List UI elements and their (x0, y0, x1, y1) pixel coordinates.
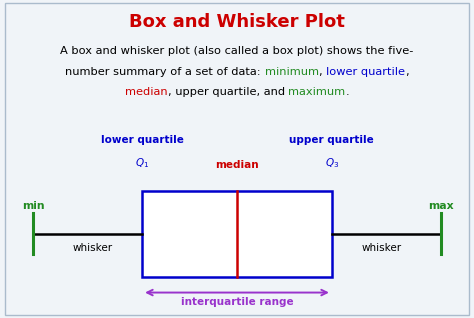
Text: .: . (346, 87, 349, 97)
Text: lower quartile: lower quartile (101, 135, 183, 145)
Text: whisker: whisker (362, 243, 401, 253)
Text: maximum: maximum (288, 87, 346, 97)
Text: lower quartile: lower quartile (326, 67, 405, 77)
Text: Box and Whisker Plot: Box and Whisker Plot (129, 13, 345, 31)
Text: minimum: minimum (264, 67, 319, 77)
Text: min: min (22, 202, 45, 211)
Text: ,: , (405, 67, 409, 77)
Text: median: median (215, 160, 259, 170)
Text: number summary of a set of data:: number summary of a set of data: (65, 67, 264, 77)
Text: whisker: whisker (73, 243, 112, 253)
Text: , upper quartile, and: , upper quartile, and (168, 87, 288, 97)
Text: $Q_1$: $Q_1$ (135, 156, 149, 170)
Text: ,: , (319, 67, 326, 77)
Text: A box and whisker plot (also called a box plot) shows the five-: A box and whisker plot (also called a bo… (60, 46, 414, 56)
Text: $Q_3$: $Q_3$ (325, 156, 339, 170)
Text: upper quartile: upper quartile (290, 135, 374, 145)
Text: max: max (428, 202, 454, 211)
Polygon shape (142, 191, 332, 277)
Text: median: median (125, 87, 168, 97)
Text: interquartile range: interquartile range (181, 297, 293, 307)
